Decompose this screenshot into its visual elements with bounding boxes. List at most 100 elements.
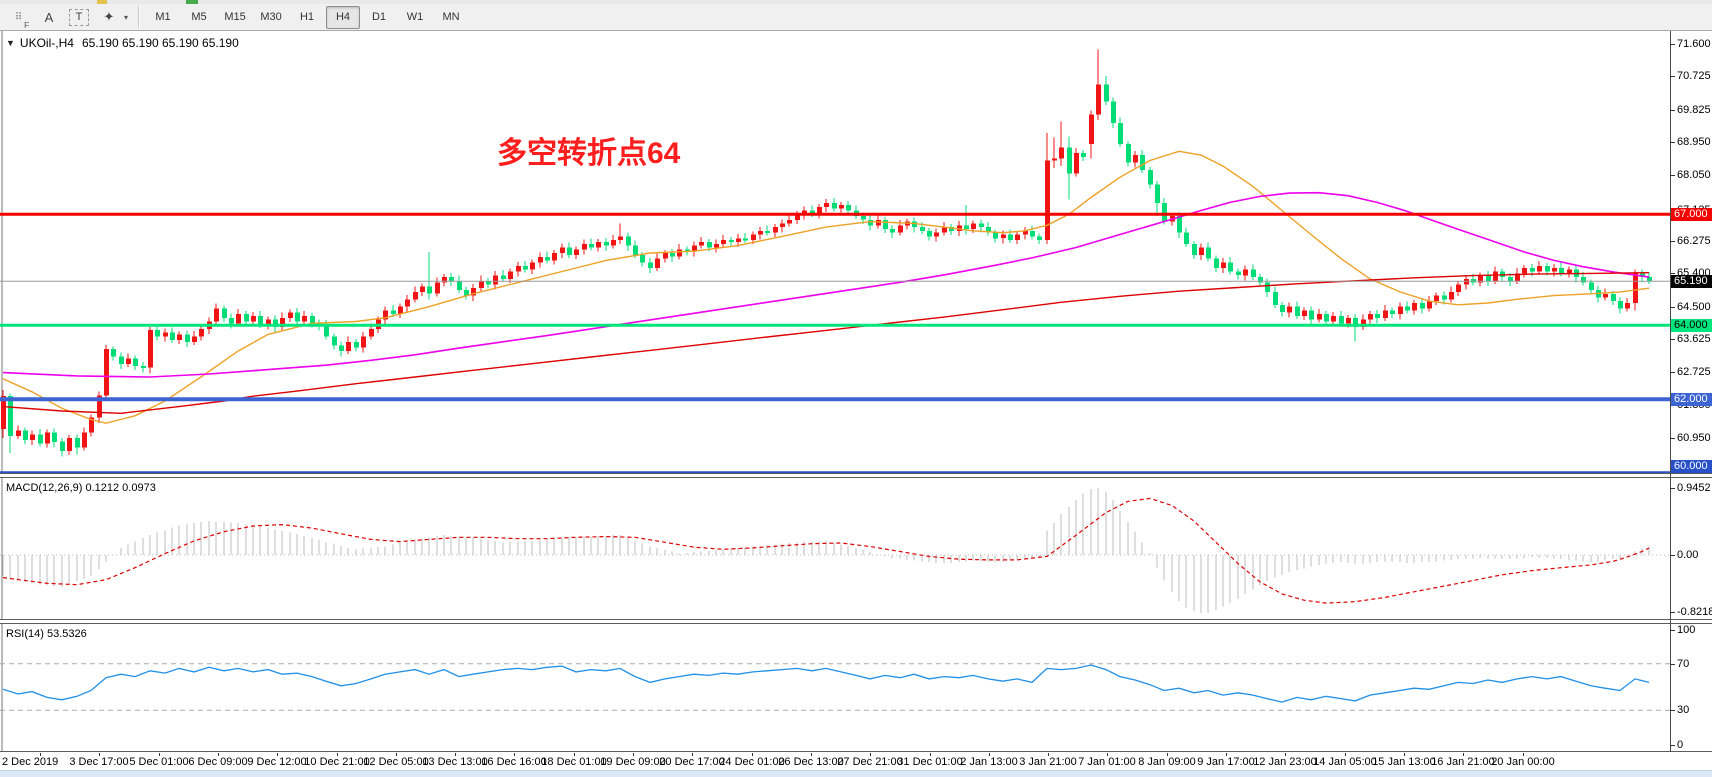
current-price-label: 65.190 xyxy=(1671,275,1712,288)
candle-up xyxy=(516,266,521,272)
candle-down xyxy=(920,227,925,231)
candle-up xyxy=(1243,269,1248,276)
timeframe-button-D1[interactable]: D1 xyxy=(371,10,387,23)
candle-down xyxy=(310,315,315,324)
text-label-icon[interactable]: A xyxy=(44,9,54,25)
candle-up xyxy=(780,223,785,228)
candle-down xyxy=(861,216,866,220)
timeframe-button-M5[interactable]: M5 xyxy=(191,10,207,23)
candle-up xyxy=(1221,262,1226,268)
date-label: 31 Dec 01:00 xyxy=(897,756,963,768)
ma-medium-magenta xyxy=(2,191,1650,378)
candle-down xyxy=(1390,310,1395,315)
date-tick xyxy=(574,753,575,756)
candle-up xyxy=(530,262,535,270)
price-tick-label: 68.950 xyxy=(1677,136,1711,148)
candle-down xyxy=(1037,236,1042,241)
candle-up xyxy=(1074,153,1079,174)
date-label: 7 Jan 01:00 xyxy=(1078,756,1136,768)
candle-up xyxy=(413,291,418,300)
candle-down xyxy=(1184,232,1189,244)
candle-up xyxy=(1,396,6,429)
rsi-axis-label-tick xyxy=(1670,664,1675,665)
candle-down xyxy=(1214,258,1219,268)
candle-down xyxy=(1148,169,1153,185)
rsi-axis[interactable]: 100 70 30 0 xyxy=(1670,624,1712,751)
clipped-icon xyxy=(186,0,198,4)
timeframe-button-H1[interactable]: H1 xyxy=(299,10,315,23)
indicator-grid-icon[interactable]: ⠿ F xyxy=(14,11,30,30)
candle-up xyxy=(1464,278,1469,285)
pane-border xyxy=(0,751,1712,752)
date-label: 20 Dec 17:00 xyxy=(659,756,725,768)
candle-down xyxy=(1375,314,1380,318)
candle-up xyxy=(163,332,168,337)
date-tick xyxy=(692,753,693,756)
price-axis[interactable]: 71.60070.72569.82568.95068.05067.12566.2… xyxy=(1670,31,1712,473)
date-label: 6 Dec 09:00 xyxy=(188,756,248,768)
rsi-pane[interactable] xyxy=(0,624,1670,751)
macd-axis[interactable]: 0.9452 0.00 -0.8218 xyxy=(1670,478,1712,619)
candle-up xyxy=(560,247,565,253)
candle-down xyxy=(993,232,998,239)
candle-down xyxy=(832,203,837,209)
symbol-name: UKOil-,H4 xyxy=(19,36,74,50)
macd-axis-label: 0.00 xyxy=(1677,549,1699,561)
symbol-header: ▼ UKOil-,H4 65.190 65.190 65.190 65.190 xyxy=(6,36,239,50)
candle-up xyxy=(1434,295,1439,302)
price-tick-label: 60.950 xyxy=(1677,432,1711,444)
candle-up xyxy=(405,299,410,307)
shapes-icon[interactable]: ✦ xyxy=(103,9,115,24)
candle-down xyxy=(295,312,300,322)
candle-down xyxy=(964,225,969,229)
symbol-expander-icon[interactable]: ▼ xyxy=(6,38,15,48)
candle-down xyxy=(1104,84,1109,102)
candle-up xyxy=(971,223,976,229)
timeframe-button-M1[interactable]: M1 xyxy=(155,10,171,23)
candle-up xyxy=(934,232,939,237)
main-chart-pane[interactable] xyxy=(0,31,1670,473)
timeframe-button-MN[interactable]: MN xyxy=(442,10,460,23)
pane-separator[interactable] xyxy=(0,619,1712,624)
date-axis[interactable]: 2 Dec 2019 3 Dec 17:00 5 Dec 01:00 6 Dec 09… xyxy=(0,753,1712,770)
candle-down xyxy=(1611,293,1616,302)
text-box-icon[interactable]: T xyxy=(69,8,89,26)
candle-up xyxy=(942,227,947,233)
candle-down xyxy=(1545,266,1550,272)
candle-up xyxy=(1515,273,1520,281)
date-label: 27 Dec 21:00 xyxy=(837,756,903,768)
candle-up xyxy=(714,243,719,248)
timeframe-button-H4[interactable]: H4 xyxy=(326,5,361,29)
candle-down xyxy=(1280,304,1285,313)
macd-pane[interactable] xyxy=(0,478,1670,619)
candle-down xyxy=(229,317,234,324)
candle-up xyxy=(824,203,829,207)
candle-down xyxy=(1126,143,1131,163)
candle-up xyxy=(677,249,682,257)
candle-down xyxy=(501,275,506,279)
price-tick-label-tick xyxy=(1670,438,1675,439)
candle-down xyxy=(1081,153,1086,157)
candle-up xyxy=(1449,291,1454,300)
clipped-toolbar-row xyxy=(0,0,1712,4)
timeframe-button-M15[interactable]: M15 xyxy=(224,10,246,23)
date-label: 16 Dec 16:00 xyxy=(481,756,547,768)
candle-down xyxy=(810,210,815,215)
timeframe-button-M30[interactable]: M30 xyxy=(260,10,282,23)
chart-annotation-text[interactable]: 多空转折点64 xyxy=(497,137,681,170)
pane-separator[interactable] xyxy=(0,473,1712,478)
timeframe-button-W1[interactable]: W1 xyxy=(406,10,424,23)
candle-down xyxy=(1420,303,1425,309)
candle-down xyxy=(979,223,984,228)
shapes-dropdown-caret[interactable]: ▾ xyxy=(124,12,129,22)
price-tick-label-tick xyxy=(1670,372,1675,373)
date-label: 13 Dec 13:00 xyxy=(422,756,488,768)
candle-up xyxy=(1368,314,1373,320)
candle-up xyxy=(1633,273,1638,303)
date-tick xyxy=(1285,753,1286,756)
date-label: 2 Jan 13:00 xyxy=(960,756,1018,768)
candle-down xyxy=(729,240,734,243)
date-tick xyxy=(870,753,871,756)
candle-up xyxy=(104,349,109,396)
date-tick xyxy=(1523,753,1524,756)
